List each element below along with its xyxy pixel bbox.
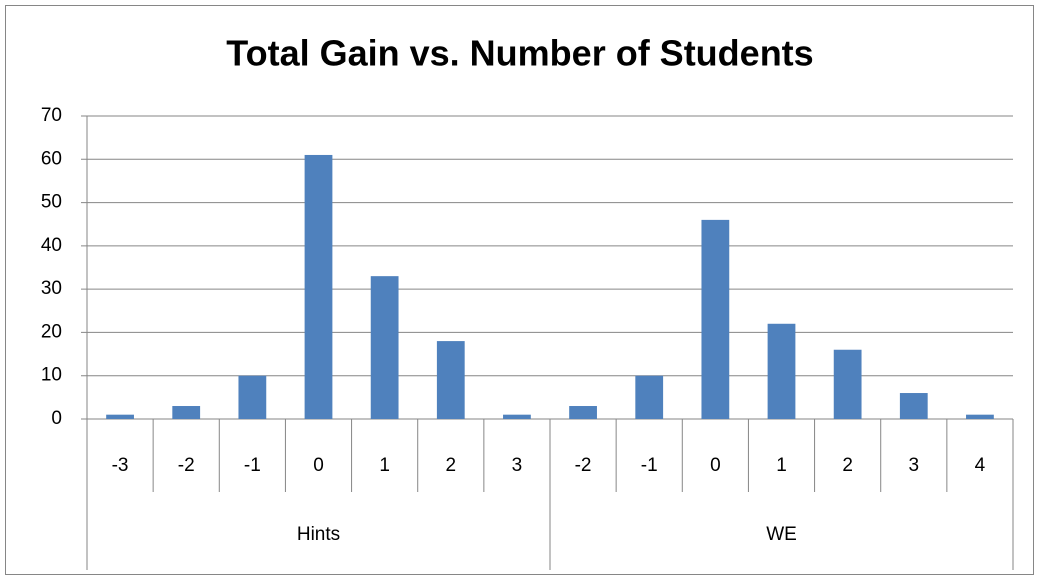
x-tick-label: -1 xyxy=(641,455,658,476)
x-tick-label: 2 xyxy=(842,455,853,476)
bar xyxy=(899,393,928,419)
x-tick-label: -2 xyxy=(575,455,592,476)
y-tick-label: 10 xyxy=(41,365,62,386)
x-tick-label: 3 xyxy=(512,455,523,476)
bar xyxy=(635,375,664,419)
bar xyxy=(966,414,994,419)
x-tick-label: 1 xyxy=(379,455,390,476)
bar xyxy=(569,406,597,419)
x-tick-label: 4 xyxy=(975,455,986,476)
x-tick-label: -3 xyxy=(112,455,129,476)
bar xyxy=(436,341,465,419)
x-tick-label: -1 xyxy=(244,455,261,476)
bar xyxy=(304,154,333,419)
bar xyxy=(238,375,267,419)
y-tick-label: 0 xyxy=(51,408,62,429)
chart-border xyxy=(5,5,1034,575)
y-tick-label: 70 xyxy=(41,105,62,126)
group-label: WE xyxy=(766,524,797,545)
y-tick-label: 30 xyxy=(41,278,62,299)
y-tick-label: 20 xyxy=(41,321,62,342)
bar xyxy=(701,219,730,419)
x-tick-label: 2 xyxy=(445,455,456,476)
y-tick-label: 60 xyxy=(41,148,62,169)
chart-title: Total Gain vs. Number of Students xyxy=(226,33,813,74)
x-tick-label: 0 xyxy=(710,455,721,476)
group-label: Hints xyxy=(297,524,340,545)
y-tick-label: 40 xyxy=(41,235,62,256)
y-tick-label: 50 xyxy=(41,192,62,213)
bar xyxy=(503,414,531,419)
x-tick-label: 1 xyxy=(776,455,787,476)
bar xyxy=(767,323,796,419)
x-tick-label: 3 xyxy=(908,455,919,476)
bar xyxy=(370,276,399,419)
x-tick-label: -2 xyxy=(178,455,195,476)
bar xyxy=(172,406,201,419)
x-tick-label: 0 xyxy=(313,455,324,476)
bar xyxy=(106,414,134,419)
bar xyxy=(833,349,862,419)
